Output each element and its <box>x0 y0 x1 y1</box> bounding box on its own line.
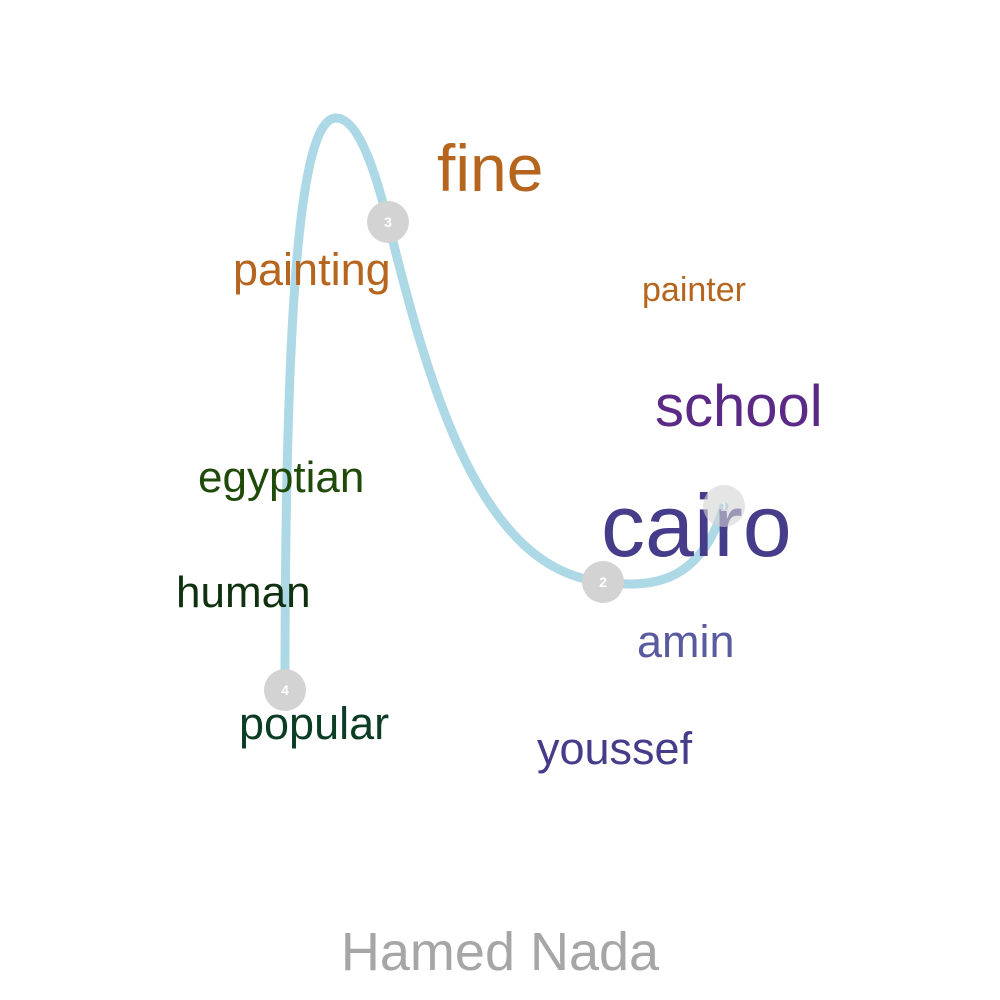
node-1-marker <box>703 485 745 527</box>
path-nodes: 1 2 3 4 <box>264 201 745 711</box>
node-2-label: 2 <box>599 574 607 590</box>
node-4-marker <box>264 669 306 711</box>
word-painting: painting <box>233 244 391 295</box>
author-caption: Hamed Nada <box>341 922 660 982</box>
word-egyptian: egyptian <box>198 453 364 502</box>
node-2: 2 <box>582 561 624 603</box>
word-youssef: youssef <box>537 723 693 774</box>
node-3-label: 3 <box>384 214 392 230</box>
node-3: 3 <box>367 201 409 243</box>
word-cloud: fine painting painter school egyptian ca… <box>176 131 823 774</box>
word-popular: popular <box>239 698 389 749</box>
word-human: human <box>176 568 311 617</box>
node-4: 4 <box>264 669 306 711</box>
node-2-marker <box>582 561 624 603</box>
word-painter: painter <box>642 271 746 309</box>
node-1-label: 1 <box>720 498 728 514</box>
node-4-label: 4 <box>281 682 289 698</box>
word-fine: fine <box>437 131 543 205</box>
word-school: school <box>655 374 823 439</box>
node-3-marker <box>367 201 409 243</box>
word-amin: amin <box>637 616 735 667</box>
word-cairo: cairo <box>601 476 792 575</box>
node-1: 1 <box>703 485 745 527</box>
